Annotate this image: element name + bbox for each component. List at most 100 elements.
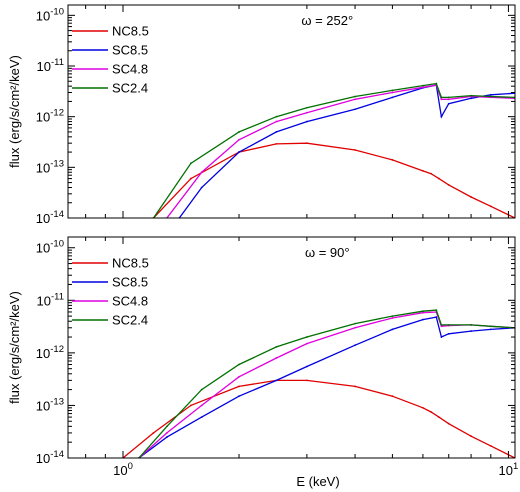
data-point-sc4.8 [200,171,203,174]
data-point-nc8.5 [470,196,472,198]
data-point-sc2.4 [470,324,472,326]
omega-annotation: ω = 90° [305,245,350,260]
data-point-nc8.5 [447,184,450,186]
series-line-nc8.5 [153,142,515,218]
data-point-sc4.8 [354,326,356,329]
x-tick-label: 101 [499,461,519,478]
data-point-sc4.8 [275,357,278,359]
legend-label: SC4.8 [112,62,148,77]
data-point-nc8.5 [305,142,308,145]
data-point-sc8.5 [354,344,356,347]
data-point-nc8.5 [189,404,192,407]
series-line-sc2.4 [152,82,515,218]
data-point-sc2.4 [435,82,438,85]
data-point-sc8.5 [470,330,472,332]
data-point-sc4.8 [440,325,443,328]
data-point-sc4.8 [447,98,450,101]
data-point-sc8.5 [166,436,168,438]
data-point-sc8.5 [275,379,278,382]
data-point-nc8.5 [422,170,424,172]
data-point-sc2.4 [354,322,356,325]
data-point-sc8.5 [435,316,438,318]
y-axis-label: flux (erg/s/cm²/keV) [7,291,22,404]
legend-label: SC8.5 [112,43,148,58]
data-point-sc4.8 [422,311,424,314]
data-point-sc4.8 [305,111,308,114]
y-axis-label: flux (erg/s/cm²/keV) [7,55,22,168]
y-tick-label: 10-10 [36,6,64,23]
y-tick-label: 10-10 [36,239,64,256]
bottom-panel: 10-10 10-11 10-12 10-13 10-14 100 101 flux (erg… [7,236,519,478]
data-point-sc4.8 [166,432,168,434]
data-point-nc8.5 [238,385,240,388]
data-point-sc8.5 [275,131,278,133]
data-point-sc8.5 [238,151,240,153]
data-point-sc2.4 [440,96,443,99]
data-point-sc2.4 [447,96,450,99]
data-point-sc2.4 [305,336,308,338]
data-point-sc4.8 [238,375,240,378]
data-point-sc4.8 [391,91,394,94]
data-point-nc8.5 [489,205,492,208]
x-axis-label: E (keV) [296,474,339,489]
data-point-sc4.8 [440,98,443,101]
legend-label: SC2.4 [112,313,148,328]
data-point-nc8.5 [305,379,308,382]
y-tick-label: 10-11 [37,291,65,308]
series-line-sc8.5 [178,84,515,218]
data-point-nc8.5 [437,416,440,418]
data-point-sc8.5 [391,96,394,99]
data-point-nc8.5 [354,385,356,388]
data-point-nc8.5 [152,432,155,434]
series-line-sc4.8 [138,311,515,458]
data-point-nc8.5 [430,411,432,413]
data-point-sc4.8 [200,404,203,407]
data-point-sc2.4 [189,162,192,165]
data-point-sc8.5 [238,395,240,398]
data-point-sc2.4 [391,315,394,318]
data-point-sc8.5 [470,97,472,100]
data-point-sc2.4 [354,95,356,98]
series-group [152,82,515,218]
data-point-sc2.4 [489,95,492,98]
x-tick-label: 100 [113,461,133,478]
legend-label: SC4.8 [112,294,148,309]
series-line-sc4.8 [166,84,515,218]
y-tick-label: 10-12 [36,344,64,361]
data-point-sc8.5 [305,120,308,123]
top-panel: 10-10 10-11 10-12 10-13 10-14 flux (erg/s/cm²… [7,4,516,226]
data-point-sc8.5 [489,328,492,331]
legend-label: SC2.4 [112,81,148,96]
data-point-sc2.4 [435,309,438,312]
data-point-sc2.4 [238,363,240,366]
data-point-sc2.4 [166,425,168,428]
data-point-sc2.4 [305,106,308,109]
data-point-sc8.5 [422,318,424,321]
data-point-sc2.4 [391,89,394,92]
y-tick-label: 10-14 [36,449,64,466]
data-point-sc8.5 [200,416,203,418]
data-point-sc8.5 [200,186,203,189]
data-point-sc2.4 [238,131,240,133]
data-point-nc8.5 [189,177,192,180]
data-point-sc4.8 [422,86,424,89]
data-point-sc2.4 [275,345,278,348]
legend-label: NC8.5 [112,24,149,39]
data-point-sc2.4 [275,115,278,118]
data-point-sc2.4 [200,388,203,391]
data-point-sc8.5 [391,328,394,331]
data-point-nc8.5 [391,395,394,398]
data-point-sc8.5 [305,365,308,368]
y-tick-label: 10-14 [36,209,64,226]
data-point-sc4.8 [305,342,308,345]
data-point-nc8.5 [275,143,278,145]
y-tick-label: 10-11 [37,57,65,74]
series-line-sc8.5 [138,316,515,458]
data-point-nc8.5 [354,149,356,151]
data-point-sc2.4 [422,84,424,87]
data-point-nc8.5 [430,172,432,175]
data-point-sc2.4 [447,324,450,326]
series-group [122,309,515,458]
data-point-sc2.4 [470,94,472,97]
